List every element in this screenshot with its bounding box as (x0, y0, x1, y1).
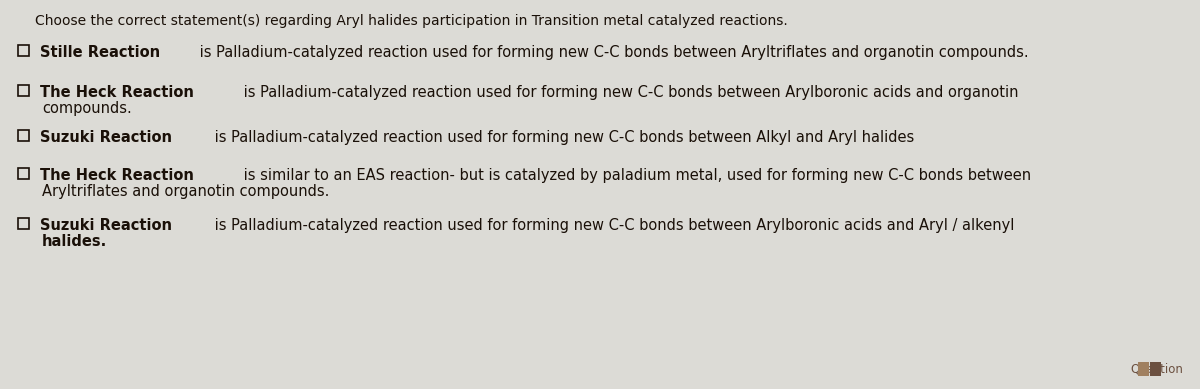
Text: Aryltriflates and organotin compounds.: Aryltriflates and organotin compounds. (42, 184, 329, 199)
Text: Stille Reaction: Stille Reaction (40, 45, 160, 60)
Text: is similar to an EAS reaction- but is catalyzed by paladium metal, used for form: is similar to an EAS reaction- but is ca… (239, 168, 1031, 183)
Text: Suzuki Reaction: Suzuki Reaction (40, 218, 172, 233)
Text: is Palladium-catalyzed reaction used for forming new C-C bonds between Arylboron: is Palladium-catalyzed reaction used for… (239, 85, 1018, 100)
Bar (1138, 362, 1150, 376)
Bar (1150, 362, 1162, 376)
Bar (18, 217, 29, 228)
Text: is Palladium-catalyzed reaction used for forming new C-C bonds between Alkyl and: is Palladium-catalyzed reaction used for… (210, 130, 914, 145)
Bar (18, 44, 29, 56)
Text: The Heck Reaction: The Heck Reaction (40, 168, 194, 183)
Text: The Heck Reaction: The Heck Reaction (40, 85, 194, 100)
Text: Suzuki Reaction: Suzuki Reaction (40, 130, 172, 145)
Bar (18, 168, 29, 179)
Text: Choose the correct statement(s) regarding Aryl halides participation in Transiti: Choose the correct statement(s) regardin… (35, 14, 787, 28)
Text: is Palladium-catalyzed reaction used for forming new C-C bonds between Aryltrifl: is Palladium-catalyzed reaction used for… (196, 45, 1028, 60)
Bar (18, 84, 29, 96)
Text: compounds.: compounds. (42, 101, 132, 116)
Bar (18, 130, 29, 140)
Text: halides.: halides. (42, 234, 107, 249)
Text: is Palladium-catalyzed reaction used for forming new C-C bonds between Arylboron: is Palladium-catalyzed reaction used for… (210, 218, 1015, 233)
Text: Question: Question (1130, 363, 1183, 376)
